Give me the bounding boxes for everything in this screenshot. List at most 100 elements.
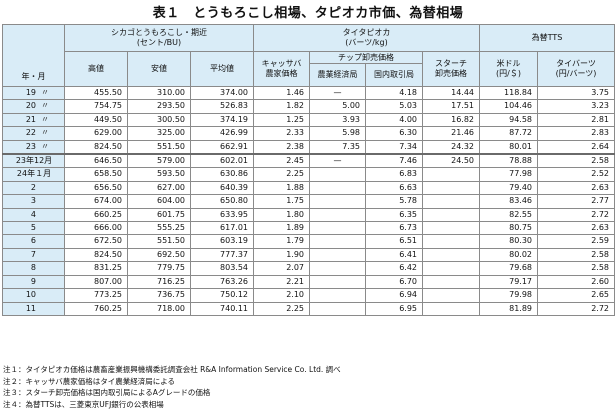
month-label: 24年１月: [16, 169, 52, 179]
baht-cell: 2.81: [537, 112, 616, 128]
chip-moae-cell: [309, 274, 367, 290]
month-value: 6: [30, 236, 36, 246]
table-row: 6 672.50 551.50 603.19 1.79 6.51 80.30 2…: [2, 234, 616, 249]
usd-header-line1: 米ドル: [496, 59, 521, 68]
usd-cell: 79.68: [479, 261, 539, 276]
usd-cell: 83.46: [479, 194, 539, 209]
chip-moae-cell: [309, 301, 367, 316]
year-value: 20: [25, 101, 36, 111]
low-cell: 551.50: [127, 139, 191, 155]
chip-domestic-cell: 5.78: [365, 194, 424, 209]
month-label: 23年12月: [15, 156, 53, 166]
footnote: 注３：スターチ卸売価格は国内取引局によるAグレードの価格: [3, 388, 211, 397]
cassava-cell: 1.46: [253, 85, 311, 101]
high-cell: 666.00: [64, 221, 128, 236]
low-cell: 593.50: [127, 167, 191, 182]
table-row: 5 666.00 555.25 617.01 1.89 6.73 80.75 2…: [2, 221, 616, 236]
chip-moae-cell: [309, 288, 367, 303]
baht-cell: 2.52: [537, 167, 616, 182]
usd-cell: 118.84: [479, 85, 539, 101]
corn-unit-label: (セント/BU): [136, 38, 182, 47]
starch-cell: 17.51: [422, 99, 481, 114]
avg-cell: 617.01: [189, 221, 255, 236]
row-label: 6: [2, 234, 65, 249]
usd-cell: 81.89: [479, 301, 539, 316]
chip-moae-header: 農業経済局: [309, 63, 367, 87]
row-label: 23 〃: [2, 139, 65, 155]
starch-cell: 14.44: [422, 85, 481, 101]
low-cell: 716.25: [127, 274, 191, 290]
chip-domestic-cell: 6.83: [365, 167, 424, 182]
table-row: 4 660.25 601.75 633.95 1.80 6.35 82.55 2…: [2, 207, 616, 223]
baht-header-line1: タイバーツ: [556, 59, 596, 68]
usd-cell: 82.55: [479, 207, 539, 223]
chip-domestic-cell: 5.03: [365, 99, 424, 114]
usd-cell: 87.72: [479, 126, 539, 141]
starch-cell: [422, 247, 481, 263]
cassava-cell: 2.33: [253, 126, 311, 141]
baht-header: タイバーツ (円/バーツ): [537, 51, 616, 87]
footnote: 注２：キャッサバ農家価格はタイ農業経済局による: [3, 376, 175, 386]
cassava-cell: 2.25: [253, 167, 311, 182]
row-label: 22 〃: [2, 126, 65, 141]
chip-domestic-cell: 6.95: [365, 301, 424, 316]
high-cell: 672.50: [64, 234, 128, 249]
avg-cell: 640.39: [189, 180, 255, 196]
table-row: 11 760.25 718.00 740.11 2.25 6.95 81.89 …: [2, 301, 616, 316]
row-label: 20 〃: [2, 99, 65, 114]
row-label: 24年１月: [2, 167, 65, 182]
starch-header-line2: 卸売価格: [435, 69, 468, 78]
price-table: 年・月 シカゴとうもろこし・期近 (セント/BU) タイタピオカ (バーツ/kg…: [2, 24, 616, 316]
starch-cell: [422, 180, 481, 196]
chip-moae-cell: [309, 207, 367, 223]
usd-cell: 80.01: [479, 139, 539, 155]
high-cell: 656.50: [64, 180, 128, 196]
row-label: 7: [2, 247, 65, 263]
starch-cell: [422, 221, 481, 236]
chip-domestic-cell: 6.41: [365, 247, 424, 263]
row-label: 3: [2, 194, 65, 209]
cassava-cell: 1.75: [253, 194, 311, 209]
chip-moae-cell: 5.98: [309, 126, 367, 141]
month-value: 4: [30, 209, 36, 219]
table-body: 19 〃 455.50 310.00 374.00 1.46 — 4.18 14.…: [2, 85, 616, 316]
month-value: 7: [30, 249, 36, 259]
high-cell: 754.75: [64, 99, 128, 114]
table-row: 22 〃 629.00 325.00 426.99 2.33 5.98 6.30 …: [2, 126, 616, 141]
baht-cell: 2.58: [537, 247, 616, 263]
table-row: 8 831.25 779.75 803.54 2.07 6.42 79.68 2…: [2, 261, 616, 276]
usd-cell: 77.98: [479, 167, 539, 182]
month-value: 2: [30, 182, 36, 192]
row-label: 2: [2, 180, 65, 196]
year-value: 22: [25, 128, 36, 138]
chip-moae-cell: [309, 247, 367, 263]
baht-cell: 2.72: [537, 301, 616, 316]
ditto-mark: 〃: [41, 141, 49, 151]
low-cell: 293.50: [127, 99, 191, 114]
month-value: 5: [30, 223, 36, 233]
table-row: 24年１月 658.50 593.50 630.86 2.25 6.83 77.…: [2, 167, 616, 182]
starch-cell: [422, 167, 481, 182]
baht-cell: 2.77: [537, 194, 616, 209]
table-header: 年・月 シカゴとうもろこし・期近 (セント/BU) タイタピオカ (バーツ/kg…: [2, 24, 616, 87]
low-header: 安値: [127, 51, 191, 87]
baht-cell: 2.72: [537, 207, 616, 223]
avg-cell: 374.00: [189, 85, 255, 101]
chip-moae-cell: 7.35: [309, 139, 367, 155]
cassava-cell: 2.10: [253, 288, 311, 303]
high-cell: 807.00: [64, 274, 128, 290]
starch-cell: [422, 207, 481, 223]
starch-cell: 24.50: [422, 153, 481, 169]
chip-moae-cell: 5.00: [309, 99, 367, 114]
row-label: 23年12月: [2, 153, 65, 169]
cassava-cell: 1.25: [253, 112, 311, 128]
usd-cell: 104.46: [479, 99, 539, 114]
month-value: 11: [25, 303, 36, 313]
baht-cell: 2.63: [537, 221, 616, 236]
avg-cell: 803.54: [189, 261, 255, 276]
cassava-header: キャッサバ 農家価格: [253, 51, 311, 87]
starch-cell: [422, 301, 481, 316]
row-label: 4: [2, 207, 65, 223]
chip-domestic-cell: 6.94: [365, 288, 424, 303]
year-month-header: 年・月: [2, 24, 65, 87]
